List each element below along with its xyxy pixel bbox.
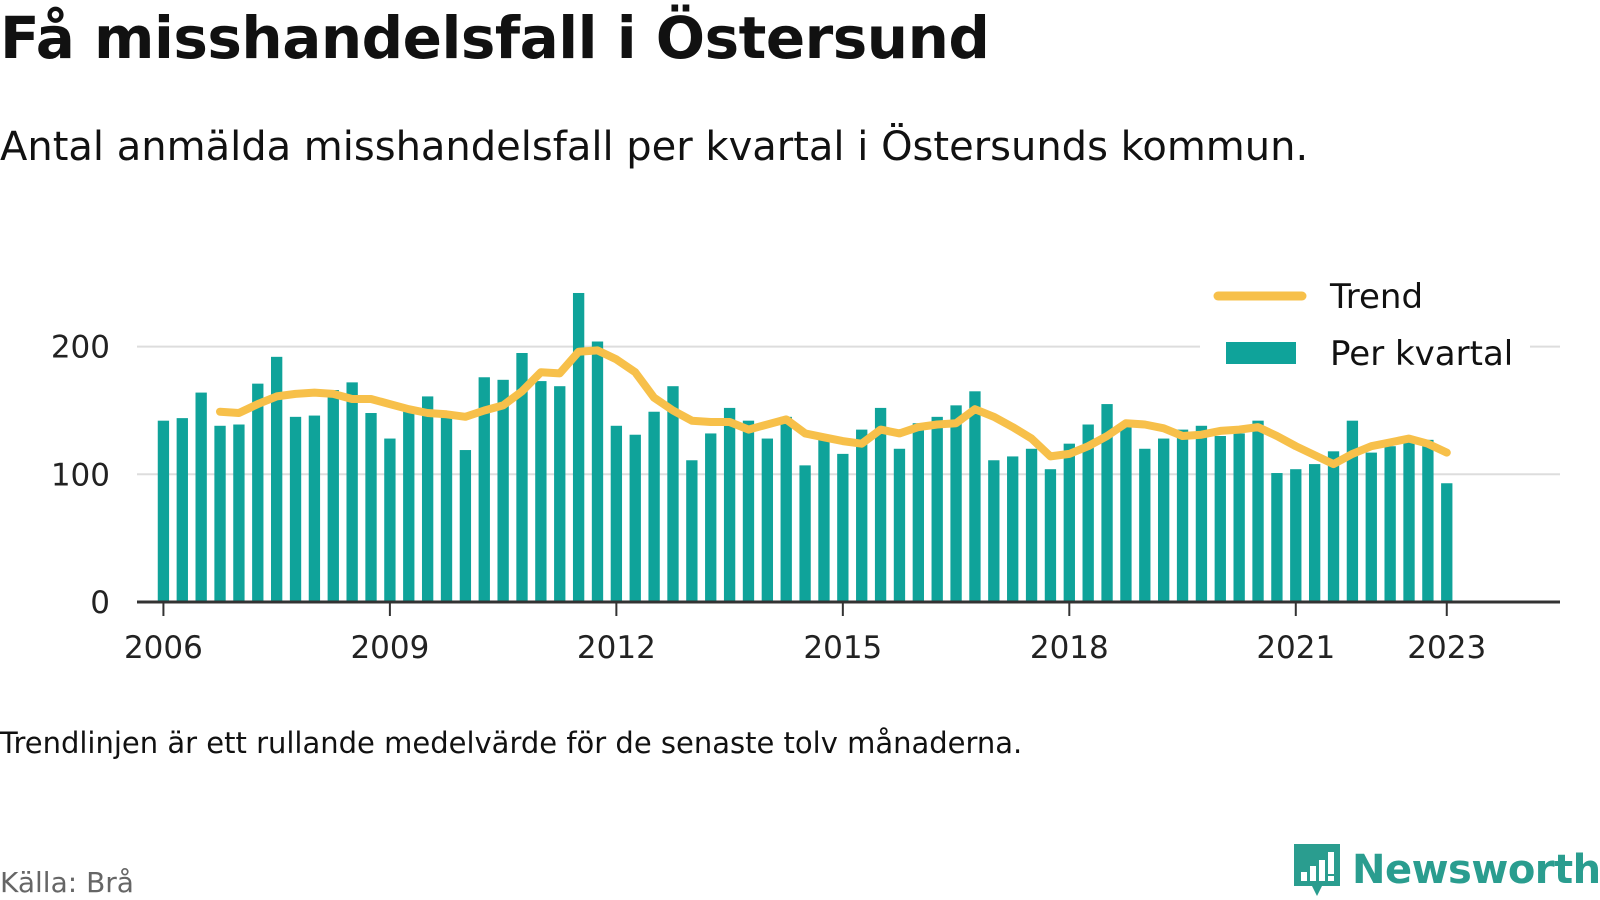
bar (1422, 439, 1434, 602)
bar (799, 465, 811, 602)
bar-series (157, 292, 1453, 602)
bar (1007, 456, 1019, 602)
x-tick-label: 2021 (1256, 630, 1335, 666)
bar (440, 416, 453, 602)
bar (327, 390, 339, 602)
bar (591, 341, 604, 602)
bar (742, 420, 755, 602)
x-tick-label: 2015 (803, 630, 882, 666)
bar (969, 391, 981, 602)
bar (270, 356, 283, 602)
bar (856, 429, 868, 602)
legend-trend-label: Trend (1329, 277, 1423, 317)
bar (988, 460, 1000, 602)
y-tick-label: 100 (51, 457, 110, 493)
bar (1252, 420, 1264, 602)
bar (572, 292, 585, 602)
bar (1044, 469, 1057, 602)
bar (365, 413, 377, 602)
bar (308, 415, 321, 602)
y-tick-label: 0 (90, 585, 110, 621)
bar (931, 416, 943, 602)
bar (1195, 425, 1208, 602)
bar (421, 396, 434, 602)
bar (1139, 448, 1151, 602)
bar (478, 377, 490, 602)
bar (629, 434, 641, 602)
bar (1063, 443, 1075, 602)
bar (1101, 404, 1113, 602)
bar (176, 418, 188, 602)
chart-title: Få misshandelsfall i Östersund (0, 4, 990, 72)
y-tick-label: 200 (51, 330, 110, 366)
bar (1120, 423, 1132, 602)
trend-series (216, 346, 1451, 469)
bar (1327, 451, 1340, 602)
bar (837, 453, 849, 602)
bar (1308, 464, 1321, 602)
x-tick-label: 2006 (124, 630, 203, 666)
x-tick-label: 2018 (1030, 630, 1109, 666)
bar (214, 425, 226, 602)
x-tick-label: 2009 (350, 630, 429, 666)
bar (403, 410, 415, 602)
bar (761, 438, 774, 602)
bar (1082, 424, 1094, 602)
bar (1214, 436, 1226, 602)
bar (667, 386, 679, 602)
bar (157, 420, 170, 602)
bar (1025, 448, 1038, 602)
bar (1290, 469, 1302, 602)
x-tick-label: 2012 (577, 630, 656, 666)
bar (686, 460, 698, 602)
legend: Trend Per kvartal (1200, 272, 1530, 382)
bar (874, 407, 887, 602)
bar (1365, 452, 1377, 602)
bar (912, 423, 924, 602)
x-tick-label: 2023 (1407, 630, 1486, 666)
bar (1233, 433, 1245, 602)
bar (1441, 483, 1453, 602)
bar (346, 382, 358, 602)
bar (459, 450, 472, 602)
chart-note: Trendlinjen är ett rullande medelvärde f… (0, 726, 1023, 760)
bar (1176, 429, 1189, 602)
bar (893, 448, 906, 602)
legend-bar-swatch (1226, 342, 1296, 364)
newsworthy-logo-icon (1294, 844, 1340, 896)
bar (648, 411, 660, 602)
bar (1271, 473, 1283, 602)
bar (554, 386, 566, 602)
bar (233, 424, 245, 602)
bar (950, 405, 962, 602)
bar (497, 379, 509, 602)
bar (1346, 420, 1359, 602)
trend-line (216, 346, 1451, 469)
y-axis-ticks: 0 100 200 (51, 330, 110, 621)
chart-subtitle: Antal anmälda misshandelsfall per kvarta… (0, 124, 1309, 170)
bar (516, 353, 528, 602)
brand-logo: Newsworthy (1292, 842, 1600, 898)
bar (1403, 441, 1415, 602)
bar (780, 416, 792, 602)
bar (610, 425, 623, 602)
source-credit: Källa: Brå (0, 866, 134, 899)
bar (705, 433, 717, 602)
chart-canvas: 0 100 200 2006 2009 2012 2015 2018 2021 2023 Tre… (50, 272, 1560, 666)
bar (384, 438, 396, 602)
bar (723, 407, 736, 602)
bar (195, 392, 207, 602)
bar (1158, 438, 1170, 602)
bar (1384, 446, 1396, 602)
bar (289, 416, 302, 602)
bar (252, 383, 264, 602)
bar (535, 381, 547, 602)
legend-bar-label: Per kvartal (1330, 334, 1513, 374)
brand-name: Newsworthy (1352, 847, 1600, 893)
x-axis-ticks: 2006 2009 2012 2015 2018 2021 2023 (124, 602, 1486, 666)
bar (818, 437, 830, 602)
